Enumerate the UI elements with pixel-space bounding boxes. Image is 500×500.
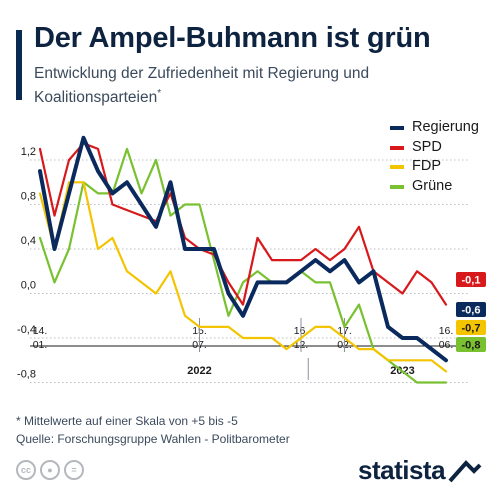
x-tick-day: 16. (439, 325, 454, 337)
legend-label: Grüne (412, 177, 453, 194)
legend-label: Regierung (412, 119, 479, 135)
chart-subtitle: Entwicklung der Zufriedenheit mit Regier… (34, 64, 394, 108)
series-line-grüne (38, 147, 448, 384)
legend-swatch (390, 184, 404, 189)
footnote-block: * Mittelwerte auf einer Skala von +5 bis… (16, 412, 290, 448)
source-text: Quelle: Forschungsgruppe Wahlen - Politb… (16, 432, 290, 446)
title-accent-bar (16, 30, 22, 100)
y-tick-label: 1,2 (21, 146, 36, 158)
subtitle-text: Entwicklung der Zufriedenheit mit Regier… (34, 65, 370, 107)
statista-logo-icon (448, 460, 482, 483)
legend-swatch (390, 145, 404, 150)
end-value-label: -0,7 (462, 323, 481, 335)
series-line-fdp (38, 181, 448, 373)
legend-swatch (390, 165, 404, 169)
license-icons: cc ● = (16, 460, 84, 480)
end-value-label: -0,6 (462, 305, 481, 317)
end-value-label: -0,8 (462, 340, 481, 352)
no-derivatives-icon[interactable]: = (64, 460, 84, 480)
legend-label: SPD (412, 138, 442, 155)
y-tick-label: 0,8 (21, 191, 36, 203)
x-tick-month: 01. (33, 339, 48, 351)
series-line-regierung (38, 135, 448, 363)
y-tick-label: 0,0 (21, 280, 36, 292)
y-tick-label: 0,4 (21, 235, 36, 247)
y-tick-label: -0,4 (17, 324, 36, 336)
end-value-badge (456, 320, 486, 335)
subtitle-footnote-marker: * (157, 88, 162, 99)
legend-label: FDP (412, 158, 441, 174)
statista-logo-text[interactable]: statista (358, 455, 446, 485)
chart-title: Der Ampel-Buhmann ist grün (34, 22, 431, 54)
creative-commons-icon[interactable]: cc (16, 460, 36, 480)
end-value-badge (456, 302, 486, 317)
legend-swatch (390, 126, 404, 130)
end-value-label: -0,1 (462, 275, 481, 287)
y-tick-label: -0,8 (17, 369, 36, 381)
end-value-badge (456, 337, 486, 352)
series-line-spd (38, 142, 448, 306)
footnote-text: * Mittelwerte auf einer Skala von +5 bis… (16, 414, 238, 428)
x-year-label: 2022 (187, 365, 211, 377)
x-tick-day: 14. (33, 325, 48, 337)
x-tick-month: 06. (439, 339, 454, 351)
end-value-badge (456, 272, 486, 287)
attribution-icon[interactable]: ● (40, 460, 60, 480)
